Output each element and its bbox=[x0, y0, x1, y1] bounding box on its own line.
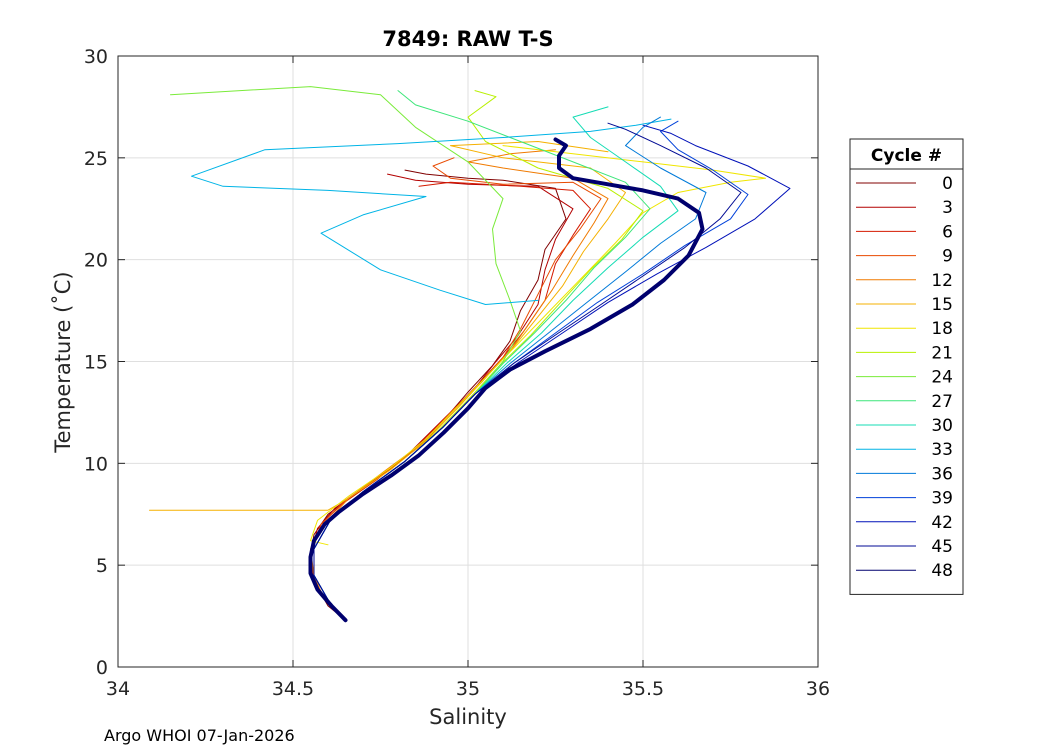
chart-title: 7849: RAW T-S bbox=[382, 27, 553, 51]
legend-label-cycle-12: 12 bbox=[931, 271, 953, 291]
legend-label-cycle-18: 18 bbox=[931, 319, 953, 339]
legend-label-cycle-21: 21 bbox=[931, 343, 953, 363]
footer-note: Argo WHOI 07-Jan-2026 bbox=[104, 726, 295, 745]
y-tick-label: 10 bbox=[84, 453, 108, 475]
legend-label-cycle-33: 33 bbox=[931, 440, 953, 460]
y-tick-label: 30 bbox=[84, 46, 108, 68]
x-tick-label: 35.5 bbox=[622, 678, 664, 700]
legend-label-cycle-3: 3 bbox=[942, 198, 953, 218]
legend-label-cycle-24: 24 bbox=[931, 368, 953, 388]
series-line-cycle-18 bbox=[310, 145, 766, 546]
legend-label-cycle-30: 30 bbox=[931, 416, 953, 436]
y-tick-label: 20 bbox=[84, 250, 108, 272]
axis-ticks: 34 34.5 35 35.5 36 0 5 10 15 20 25 30 bbox=[84, 46, 830, 700]
legend-label-cycle-42: 42 bbox=[931, 513, 953, 533]
x-tick-label: 34.5 bbox=[272, 678, 314, 700]
series-line-cycle-45 bbox=[313, 122, 742, 621]
legend-label-cycle-39: 39 bbox=[931, 489, 953, 509]
legend-label-cycle-45: 45 bbox=[931, 537, 953, 557]
grid-lines bbox=[117, 55, 819, 668]
y-tick-label: 0 bbox=[96, 657, 108, 679]
y-tick-label: 25 bbox=[84, 148, 108, 170]
series-lines bbox=[149, 86, 791, 623]
series-line-cycle-48 bbox=[308, 137, 705, 623]
x-tick-label: 34 bbox=[106, 678, 130, 700]
legend-label-cycle-36: 36 bbox=[931, 464, 953, 484]
x-tick-label: 36 bbox=[806, 678, 830, 700]
y-tick-label: 15 bbox=[84, 352, 108, 374]
legend-label-cycle-27: 27 bbox=[931, 392, 953, 412]
legend-box bbox=[849, 138, 964, 595]
x-tick-label: 35 bbox=[456, 678, 480, 700]
legend-title: Cycle # bbox=[871, 146, 942, 166]
legend-label-cycle-6: 6 bbox=[942, 222, 953, 242]
series-line-cycle-33 bbox=[191, 118, 672, 305]
legend-label-cycle-9: 9 bbox=[942, 247, 953, 267]
legend-label-cycle-15: 15 bbox=[931, 295, 953, 315]
y-tick-label: 5 bbox=[96, 555, 108, 577]
x-axis-label: Salinity bbox=[429, 705, 507, 729]
y-axis-label: Temperature (˚C) bbox=[51, 271, 75, 453]
series-line-cycle-15 bbox=[149, 141, 626, 511]
legend-label-cycle-0: 0 bbox=[942, 174, 953, 194]
legend-label-cycle-48: 48 bbox=[931, 561, 953, 581]
